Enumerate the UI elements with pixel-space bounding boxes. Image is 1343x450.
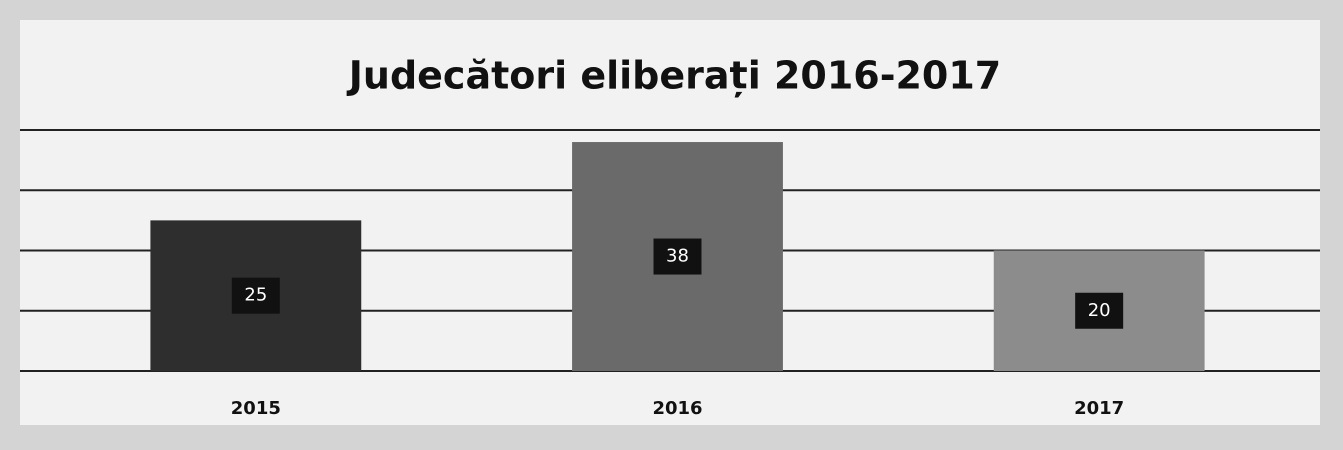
- data-label: 38: [666, 246, 689, 267]
- data-label-box: [231, 277, 280, 314]
- data-label-box: [1075, 292, 1124, 329]
- data-label-box: [653, 238, 702, 275]
- data-label: 20: [1088, 300, 1111, 321]
- chart-title: Judecători eliberați 2016-2017: [346, 54, 1002, 98]
- x-tick-label: 2015: [231, 398, 281, 419]
- x-tick-label: 2016: [652, 398, 702, 419]
- data-label: 25: [244, 285, 267, 306]
- x-tick-label: 2017: [1074, 398, 1124, 419]
